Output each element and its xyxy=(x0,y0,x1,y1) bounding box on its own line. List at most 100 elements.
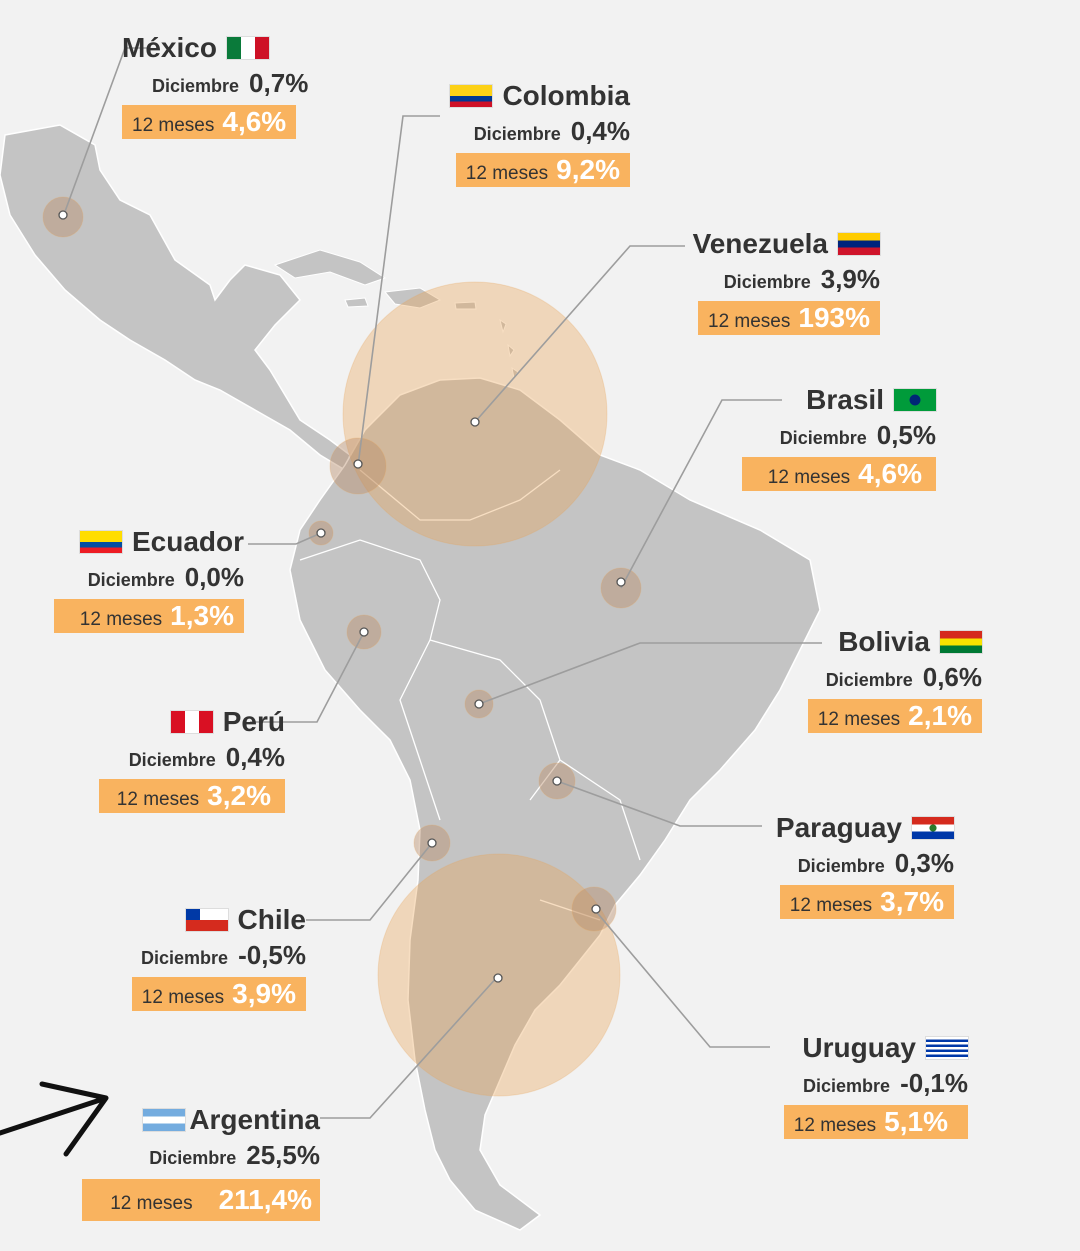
month-label: Diciembre xyxy=(723,272,811,292)
mexico-central-america-landmass xyxy=(0,124,351,472)
bolivia-marker xyxy=(474,699,484,709)
year-label: 12 meses xyxy=(767,467,851,488)
month-label: Diciembre xyxy=(141,948,229,968)
flag-paraguay-icon xyxy=(912,817,954,839)
country-card-argentina: Argentina Diciembre 25,5% 12 meses 211,4% xyxy=(82,1104,320,1221)
month-value: 25,5% xyxy=(246,1140,320,1170)
puerto-rico-island xyxy=(454,301,477,310)
country-card-venezuela: Venezuela Diciembre 3,9% 12 meses 193% xyxy=(693,228,880,335)
year-label: 12 meses xyxy=(789,895,873,916)
mexico-marker xyxy=(58,210,68,220)
month-value: 0,0% xyxy=(184,562,244,592)
month-label: Diciembre xyxy=(149,1148,237,1168)
year-box: 12 meses 1,3% xyxy=(53,599,244,633)
year-value: 193% xyxy=(798,302,870,333)
month-value: 0,4% xyxy=(225,742,285,772)
flag-peru-icon xyxy=(170,711,213,733)
venezuela-leader xyxy=(474,245,685,423)
month-value: -0,1% xyxy=(900,1068,968,1098)
flag-bolivia-icon xyxy=(940,631,982,653)
country-name: Ecuador xyxy=(131,526,244,557)
uruguay-leader xyxy=(593,908,770,1048)
country-card-bolivia: Bolivia Diciembre 0,6% 12 meses 2,1% xyxy=(807,626,982,733)
year-box: 12 meses 3,2% xyxy=(98,779,285,813)
flag-uruguay-icon xyxy=(926,1037,968,1059)
flag-brazil-icon xyxy=(894,389,936,411)
year-label: 12 meses xyxy=(132,115,215,136)
paraguay-marker xyxy=(552,776,562,786)
mexico-leader xyxy=(62,47,150,218)
brazil-leader xyxy=(620,399,782,589)
country-card-paraguay: Paraguay Diciembre 0,3% 12 meses 3,7% xyxy=(776,812,954,919)
country-card-brazil: Brasil Diciembre 0,5% 12 meses 4,6% xyxy=(741,384,936,491)
year-value: 1,3% xyxy=(170,600,234,631)
year-value: 3,9% xyxy=(232,978,296,1009)
month-value: 0,6% xyxy=(922,662,982,692)
country-name: Argentina xyxy=(189,1104,320,1135)
month-value: -0,5% xyxy=(238,940,306,970)
year-box: 12 meses 4,6% xyxy=(741,457,936,491)
year-label: 12 meses xyxy=(708,311,791,332)
country-card-colombia: Colombia Diciembre 0,4% 12 meses 9,2% xyxy=(450,80,630,187)
month-value: 0,7% xyxy=(249,68,309,98)
ecuador-marker xyxy=(316,528,326,538)
month-label: Diciembre xyxy=(128,750,216,770)
year-box: 12 meses 3,9% xyxy=(131,977,306,1011)
country-name: Bolivia xyxy=(838,626,930,657)
venezuela-bubble xyxy=(342,281,608,547)
country-name: Paraguay xyxy=(775,812,902,843)
paraguay-leader xyxy=(556,780,762,827)
hand-drawn-arrow-icon xyxy=(0,1081,109,1157)
flag-argentina-icon xyxy=(143,1109,186,1131)
month-label: Diciembre xyxy=(152,76,240,96)
year-value: 211,4% xyxy=(218,1184,312,1215)
flag-ecuador-icon xyxy=(79,531,122,553)
country-name: Brasil xyxy=(806,384,884,415)
year-label: 12 meses xyxy=(79,609,163,630)
country-card-ecuador: Ecuador Diciembre 0,0% 12 meses 1,3% xyxy=(53,526,244,633)
chile-leader xyxy=(306,842,433,921)
peru-marker xyxy=(359,627,369,637)
month-label: Diciembre xyxy=(797,856,885,876)
country-card-mexico: México Diciembre 0,7% 12 meses 4,6% xyxy=(122,32,308,139)
country-name: México xyxy=(122,32,217,63)
country-name: Colombia xyxy=(502,80,630,111)
year-box: 12 meses 4,6% xyxy=(122,105,297,139)
brazil-marker xyxy=(616,577,626,587)
month-value: 0,3% xyxy=(894,848,954,878)
argentina-leader xyxy=(320,974,500,1119)
country-name: Venezuela xyxy=(692,228,828,259)
flag-colombia-icon xyxy=(450,85,493,107)
year-box: 12 meses 211,4% xyxy=(82,1179,320,1221)
month-value: 0,4% xyxy=(570,116,630,146)
flag-venezuela-icon xyxy=(838,233,880,255)
colombia-marker xyxy=(353,459,363,469)
country-name: Chile xyxy=(237,904,306,935)
country-name: Uruguay xyxy=(802,1032,916,1063)
hispaniola-island xyxy=(384,287,442,309)
year-label: 12 meses xyxy=(116,789,200,810)
year-box: 12 meses 9,2% xyxy=(455,153,630,187)
country-card-peru: Perú Diciembre 0,4% 12 meses 3,2% xyxy=(98,706,285,813)
year-box: 12 meses 5,1% xyxy=(783,1105,968,1139)
flag-chile-icon xyxy=(185,909,228,931)
month-label: Diciembre xyxy=(779,428,867,448)
year-label: 12 meses xyxy=(110,1193,193,1214)
year-box: 12 meses 2,1% xyxy=(807,699,982,733)
year-value: 9,2% xyxy=(556,154,620,185)
month-value: 3,9% xyxy=(820,264,880,294)
month-value: 0,5% xyxy=(876,420,936,450)
venezuela-marker xyxy=(470,417,480,427)
cuba-island xyxy=(273,249,387,286)
year-label: 12 meses xyxy=(141,987,225,1008)
year-label: 12 meses xyxy=(817,709,901,730)
year-value: 3,2% xyxy=(207,780,271,811)
uruguay-marker xyxy=(591,904,601,914)
ecuador-leader xyxy=(248,532,322,545)
month-label: Diciembre xyxy=(825,670,913,690)
month-label: Diciembre xyxy=(87,570,175,590)
bolivia-leader xyxy=(478,642,822,705)
chile-marker xyxy=(427,838,437,848)
year-value: 4,6% xyxy=(858,458,922,489)
